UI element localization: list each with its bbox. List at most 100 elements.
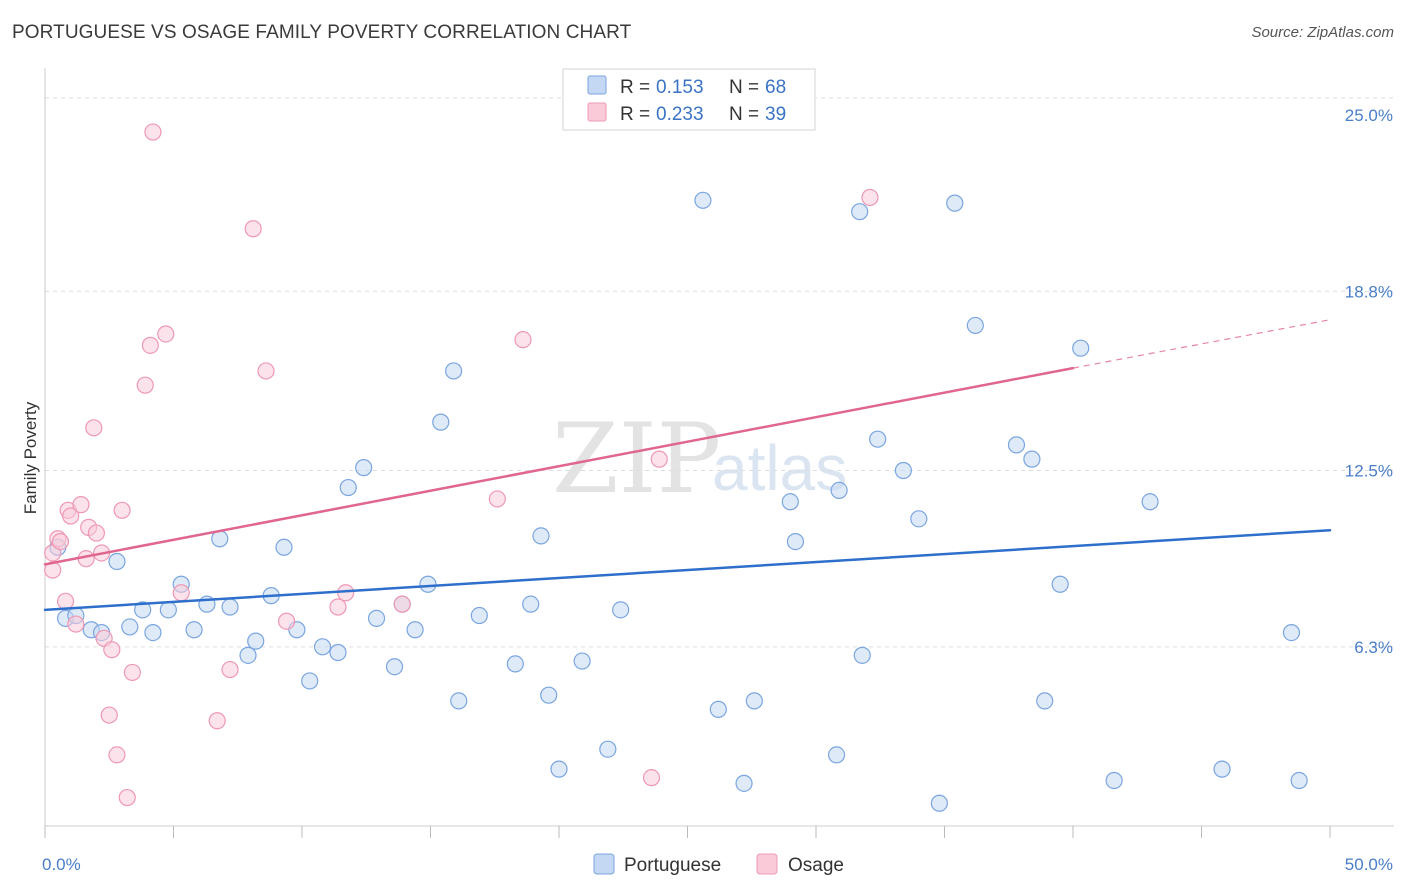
portuguese-point-33 xyxy=(470,606,488,625)
portuguese-point-58 xyxy=(1007,436,1026,454)
portuguese-point-29 xyxy=(419,575,437,593)
osage-point-23 xyxy=(144,123,162,141)
portuguese-point-16 xyxy=(247,632,265,650)
osage-point-33 xyxy=(393,595,411,613)
watermark-atlas: atlas xyxy=(712,432,847,504)
legend-n-label-osage: N = xyxy=(729,104,759,125)
osage-point-26 xyxy=(208,712,226,730)
osage-trend-line xyxy=(43,366,1075,566)
portuguese-point-39 xyxy=(573,652,591,670)
portuguese-point-36 xyxy=(532,527,550,545)
osage-point-29 xyxy=(257,362,275,380)
portuguese-point-63 xyxy=(1105,771,1123,790)
portuguese-point-66 xyxy=(1282,624,1301,642)
portuguese-point-44 xyxy=(735,774,753,792)
portuguese-point-26 xyxy=(385,658,404,676)
osage-point-22 xyxy=(141,336,159,354)
portuguese-point-47 xyxy=(786,532,805,551)
osage-point-38 xyxy=(861,188,879,207)
osage-point-19 xyxy=(118,788,136,807)
portuguese-point-35 xyxy=(522,595,540,613)
bottom-legend-swatch-portuguese xyxy=(593,853,615,875)
series-legend: Portuguese Osage xyxy=(593,853,844,876)
portuguese-point-20 xyxy=(301,672,319,690)
osage-point-6 xyxy=(62,507,80,525)
osage-point-8 xyxy=(72,496,90,514)
chart-title: PORTUGUESE VS OSAGE FAMILY POVERTY CORRE… xyxy=(12,22,632,43)
portuguese-point-61 xyxy=(1051,575,1069,593)
osage-point-20 xyxy=(123,663,141,682)
portuguese-point-45 xyxy=(745,692,763,710)
portuguese-point-67 xyxy=(1290,771,1308,790)
portuguese-point-14 xyxy=(221,598,239,616)
portuguese-point-43 xyxy=(709,700,727,718)
portuguese-point-38 xyxy=(550,760,568,778)
portuguese-point-8 xyxy=(144,624,162,642)
osage-point-3 xyxy=(51,532,70,551)
portuguese-point-34 xyxy=(506,655,524,673)
portuguese-point-51 xyxy=(853,646,871,664)
osage-point-30 xyxy=(277,612,296,630)
portuguese-point-52 xyxy=(869,430,887,448)
portuguese-point-6 xyxy=(121,618,139,636)
axis-layer xyxy=(44,68,1394,838)
portuguese-point-41 xyxy=(612,601,630,619)
osage-point-12 xyxy=(87,524,106,542)
osage-point-36 xyxy=(642,769,661,787)
legend-swatch-portuguese xyxy=(587,75,607,95)
bottom-legend-swatch-osage xyxy=(756,853,778,875)
legend-n-value-portuguese: 68 xyxy=(765,77,786,98)
points-layer xyxy=(44,123,1308,812)
osage-point-11 xyxy=(85,419,103,437)
osage-point-17 xyxy=(108,746,126,764)
legend-r-value-osage: 0.233 xyxy=(656,104,704,125)
portuguese-point-15 xyxy=(239,646,257,664)
portuguese-point-28 xyxy=(406,621,424,639)
portuguese-point-46 xyxy=(781,493,799,511)
osage-point-7 xyxy=(67,615,85,633)
osage-point-31 xyxy=(329,598,347,616)
portuguese-point-5 xyxy=(108,552,126,571)
osage-point-16 xyxy=(103,641,121,659)
portuguese-point-23 xyxy=(339,478,357,497)
bottom-legend-label-portuguese: Portuguese xyxy=(624,855,721,876)
portuguese-trend-line xyxy=(43,528,1332,612)
portuguese-point-7 xyxy=(134,601,152,619)
portuguese-point-53 xyxy=(894,461,912,480)
osage-point-24 xyxy=(157,325,175,343)
osage-point-4 xyxy=(56,592,75,610)
portuguese-point-56 xyxy=(946,194,964,212)
x-tick-label-0: 0.0% xyxy=(42,855,81,874)
osage-point-34 xyxy=(488,490,506,508)
portuguese-point-60 xyxy=(1036,692,1054,710)
portuguese-point-11 xyxy=(185,621,203,639)
portuguese-point-40 xyxy=(599,740,617,758)
portuguese-point-18 xyxy=(275,538,293,556)
portuguese-point-57 xyxy=(966,316,984,335)
legend-r-label-portuguese: R = xyxy=(620,77,650,98)
osage-point-18 xyxy=(113,501,131,519)
correlation-legend: R = 0.153 N = 68 R = 0.233 N = 39 xyxy=(562,68,816,131)
source-label: Source: ZipAtlas.com xyxy=(1251,24,1394,41)
legend-r-label-osage: R = xyxy=(620,104,650,125)
legend-n-value-osage: 39 xyxy=(765,104,786,125)
trend-layer xyxy=(43,319,1332,612)
portuguese-point-21 xyxy=(313,638,332,656)
osage-point-37 xyxy=(650,450,668,468)
osage-point-35 xyxy=(514,331,532,349)
portuguese-point-37 xyxy=(540,686,558,704)
grid-layer xyxy=(45,97,1394,648)
portuguese-point-54 xyxy=(910,510,928,528)
legend-n-label-portuguese: N = xyxy=(729,77,759,98)
portuguese-point-65 xyxy=(1213,760,1231,778)
portuguese-point-64 xyxy=(1141,493,1159,511)
portuguese-point-59 xyxy=(1023,450,1041,468)
x-tick-label-1: 50.0% xyxy=(1345,855,1393,874)
tick-label-layer: 6.3% 12.5% 18.8% 25.0% 0.0% 50.0% xyxy=(42,106,1393,874)
bottom-legend-label-osage: Osage xyxy=(788,855,844,876)
portuguese-point-25 xyxy=(367,609,386,627)
portuguese-point-62 xyxy=(1072,339,1090,357)
watermark-zip: ZIP xyxy=(552,403,721,515)
